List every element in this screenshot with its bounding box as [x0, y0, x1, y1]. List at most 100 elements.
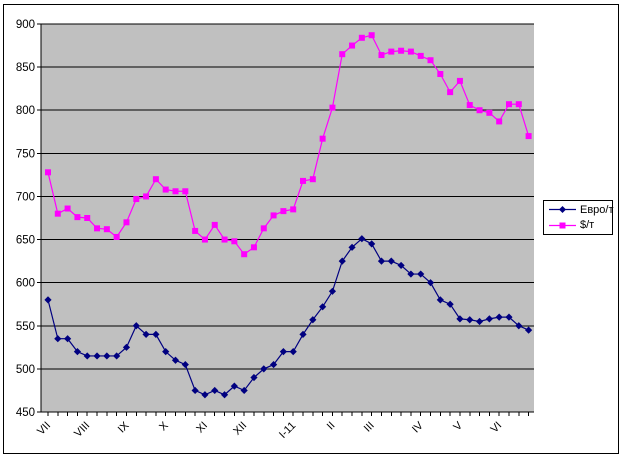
- data-point-marker: [64, 205, 71, 212]
- square-marker-icon: [559, 222, 566, 229]
- y-axis-label-450: 450: [16, 407, 35, 419]
- data-point-marker: [466, 102, 473, 109]
- data-point-marker: [496, 118, 503, 125]
- x-axis-label-V: V: [451, 419, 465, 433]
- data-point-marker: [398, 47, 405, 54]
- data-point-marker: [328, 287, 337, 295]
- legend-item-euro[interactable]: Евро/т: [548, 202, 614, 218]
- x-axis-label-III: III: [362, 420, 377, 435]
- legend-item-usd[interactable]: $/т: [548, 218, 612, 234]
- data-point-marker: [486, 109, 493, 116]
- data-point-marker: [250, 373, 258, 382]
- data-point-marker: [475, 317, 484, 326]
- data-point-marker: [515, 101, 522, 108]
- data-point-marker: [211, 386, 219, 395]
- data-point-marker: [358, 34, 365, 41]
- x-axis-label-IX: IX: [116, 419, 132, 435]
- data-point-marker: [142, 330, 150, 338]
- y-axis-label-700: 700: [16, 191, 35, 203]
- series-usd: [45, 32, 532, 258]
- x-axis-label-XII: XII: [231, 420, 249, 438]
- data-point-marker: [171, 356, 180, 364]
- data-point-marker: [162, 186, 169, 193]
- data-point-marker: [113, 352, 121, 360]
- data-point-marker: [132, 322, 140, 330]
- data-point-marker: [299, 330, 307, 338]
- data-point-marker: [476, 107, 483, 114]
- data-point-marker: [339, 51, 346, 58]
- axes: [40, 24, 534, 413]
- series-markers-usd: [45, 32, 532, 258]
- data-point-marker: [44, 296, 52, 304]
- x-axis-label-II: II: [325, 420, 338, 433]
- data-point-marker: [181, 360, 189, 369]
- data-point-marker: [73, 348, 82, 356]
- data-point-marker: [94, 225, 101, 232]
- data-point-marker: [319, 135, 326, 142]
- data-point-marker: [64, 335, 72, 343]
- data-point-marker: [515, 322, 523, 330]
- data-point-marker: [280, 208, 287, 215]
- series-euro: [44, 235, 533, 399]
- data-point-marker: [83, 352, 91, 360]
- x-axis-label-XI: XI: [194, 420, 210, 436]
- data-point-marker: [495, 313, 503, 321]
- data-point-marker: [172, 188, 179, 195]
- data-point-marker: [387, 257, 395, 265]
- legend[interactable]: Евро/т $/т: [543, 200, 614, 235]
- data-point-marker: [309, 176, 316, 183]
- data-point-marker: [84, 215, 91, 221]
- data-point-marker: [260, 225, 267, 232]
- data-point-marker: [417, 270, 425, 278]
- data-point-marker: [446, 300, 454, 308]
- data-point-marker: [368, 32, 375, 39]
- data-point-marker: [270, 212, 277, 219]
- data-point-marker: [338, 257, 346, 265]
- y-axis-label-850: 850: [16, 62, 35, 74]
- data-point-marker: [525, 326, 533, 334]
- data-point-marker: [309, 316, 317, 324]
- data-point-marker: [417, 52, 424, 59]
- data-point-marker: [152, 330, 160, 338]
- data-point-marker: [211, 221, 218, 228]
- x-axis-ticks: [47, 412, 530, 416]
- data-point-marker: [103, 226, 110, 233]
- data-point-marker: [426, 279, 435, 287]
- y-axis-label-800: 800: [16, 105, 35, 117]
- data-point-marker: [358, 235, 366, 243]
- data-point-marker: [201, 391, 209, 399]
- data-point-marker: [456, 315, 464, 323]
- data-point-marker: [279, 348, 287, 356]
- data-point-marker: [191, 386, 199, 395]
- data-point-marker: [123, 219, 130, 226]
- data-point-marker: [290, 206, 297, 213]
- data-point-marker: [505, 313, 513, 321]
- data-point-marker: [230, 382, 238, 390]
- data-point-marker: [505, 101, 512, 108]
- data-point-marker: [162, 348, 170, 356]
- data-point-marker: [45, 169, 51, 176]
- y-axis-label-900: 900: [16, 19, 35, 31]
- data-point-marker: [240, 386, 248, 395]
- x-axis-label-I-11: I-11: [277, 420, 298, 441]
- data-point-marker: [427, 57, 434, 64]
- data-point-marker: [329, 104, 336, 111]
- data-point-marker: [122, 343, 131, 351]
- data-point-marker: [397, 261, 405, 270]
- data-point-marker: [466, 316, 474, 324]
- x-axis-labels: VII VIII IX X XI XII I-11 II III IV V VI: [35, 419, 504, 441]
- y-axis-label-500: 500: [16, 364, 35, 376]
- data-point-marker: [241, 251, 248, 258]
- data-point-marker: [300, 177, 307, 184]
- data-point-marker: [377, 257, 386, 265]
- y-axis-label-550: 550: [16, 321, 35, 333]
- y-axis-label-650: 650: [16, 235, 35, 247]
- data-point-marker: [456, 77, 463, 84]
- data-point-marker: [319, 303, 327, 311]
- data-point-marker: [407, 48, 414, 55]
- data-point-marker: [349, 42, 356, 49]
- data-point-marker: [250, 244, 257, 251]
- x-axis-label-X: X: [157, 419, 171, 433]
- data-point-marker: [260, 365, 268, 373]
